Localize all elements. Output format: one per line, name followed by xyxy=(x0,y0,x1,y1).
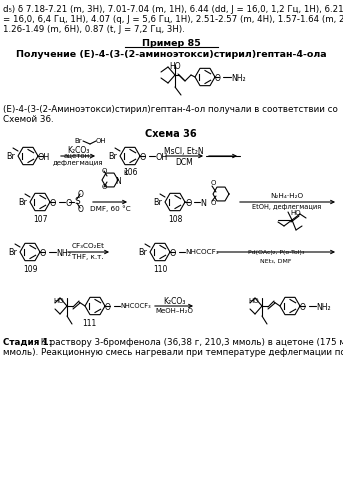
Text: Br: Br xyxy=(18,198,27,207)
Text: 109: 109 xyxy=(23,265,37,274)
Text: DMF, 60 °C: DMF, 60 °C xyxy=(90,205,130,212)
Text: Br: Br xyxy=(153,198,162,207)
Text: Br: Br xyxy=(108,152,117,161)
Text: O: O xyxy=(102,184,107,190)
Text: NEt₃, DMF: NEt₃, DMF xyxy=(260,259,292,264)
Text: O: O xyxy=(215,74,221,83)
Text: K₂CO₃: K₂CO₃ xyxy=(67,146,89,155)
Text: 111: 111 xyxy=(82,319,96,328)
Text: = 16,0, 6,4 Гц, 1H), 4.07 (q, J = 5,6 Гц, 1H), 2.51-2.57 (m, 4H), 1.57-1.64 (m, : = 16,0, 6,4 Гц, 1H), 4.07 (q, J = 5,6 Гц… xyxy=(3,15,343,24)
Text: O: O xyxy=(185,199,191,208)
Text: K: K xyxy=(123,170,128,176)
Text: OH: OH xyxy=(38,153,50,162)
Text: 1.26-1.49 (m, 6H), 0.87 (t, J = 7,2 Гц, 3H).: 1.26-1.49 (m, 6H), 0.87 (t, J = 7,2 Гц, … xyxy=(3,25,185,34)
Text: HO: HO xyxy=(169,62,181,71)
Text: O: O xyxy=(40,249,46,258)
Text: O: O xyxy=(102,168,107,174)
Text: Br: Br xyxy=(138,248,147,257)
Text: N: N xyxy=(200,199,206,208)
Text: O: O xyxy=(105,303,111,312)
Text: 108: 108 xyxy=(168,215,182,224)
Text: 107: 107 xyxy=(33,215,47,224)
Text: NH₂: NH₂ xyxy=(316,303,331,312)
Text: Br: Br xyxy=(6,152,15,161)
Text: O: O xyxy=(78,190,84,199)
Text: NH₂: NH₂ xyxy=(231,74,246,83)
Text: O: O xyxy=(170,249,176,258)
Text: Br: Br xyxy=(8,248,17,257)
Text: HO: HO xyxy=(53,298,63,304)
Text: Br: Br xyxy=(74,138,82,144)
Text: O: O xyxy=(211,180,216,186)
Text: NH₂: NH₂ xyxy=(56,249,71,258)
Text: Стадия 1:: Стадия 1: xyxy=(3,338,52,347)
Text: OH: OH xyxy=(155,153,167,162)
Text: ммоль). Реакционную смесь нагревали при температуре дефлегмации под: ммоль). Реакционную смесь нагревали при … xyxy=(3,348,343,357)
Text: O: O xyxy=(140,153,146,162)
Text: N: N xyxy=(115,177,121,186)
Text: d₅) δ 7.18-7.21 (m, 3H), 7.01-7.04 (m, 1H), 6.44 (dd, J = 16,0, 1,2 Гц, 1H), 6.2: d₅) δ 7.18-7.21 (m, 3H), 7.01-7.04 (m, 1… xyxy=(3,5,343,14)
Text: OH: OH xyxy=(96,138,107,144)
Text: DCM: DCM xyxy=(175,158,193,167)
Text: O: O xyxy=(50,199,56,208)
Text: К раствору 3-бромфенола (36,38 г, 210,3 ммоль) в ацетоне (175 мл) добавляли K₂CO: К раствору 3-бромфенола (36,38 г, 210,3 … xyxy=(38,338,343,347)
Text: Pd(OAc)₂, P(o-Tol)₃: Pd(OAc)₂, P(o-Tol)₃ xyxy=(248,250,304,255)
Text: MsCl, Et₂N: MsCl, Et₂N xyxy=(164,147,204,156)
Text: ацетон,: ацетон, xyxy=(64,153,92,159)
Text: EtOH, дефлегмация: EtOH, дефлегмация xyxy=(252,204,322,210)
Text: O: O xyxy=(65,199,71,208)
Text: Схемой 36.: Схемой 36. xyxy=(3,115,54,124)
Text: NHCOCF₃: NHCOCF₃ xyxy=(185,249,218,255)
Text: Получение (E)-4-(3-(2-аминоэтокси)стирил)гептан-4-ола: Получение (E)-4-(3-(2-аминоэтокси)стирил… xyxy=(16,50,326,59)
Text: MeOH–H₂O: MeOH–H₂O xyxy=(155,308,193,314)
Text: 110: 110 xyxy=(153,265,167,274)
Text: O: O xyxy=(211,200,216,206)
Text: CF₃CO₂Et: CF₃CO₂Et xyxy=(71,243,105,249)
Text: THF, к.т.: THF, к.т. xyxy=(72,254,104,260)
Text: Пример 85: Пример 85 xyxy=(142,39,200,48)
Text: N₂H₄·H₂O: N₂H₄·H₂O xyxy=(270,193,304,199)
Text: дефлегмация: дефлегмация xyxy=(53,160,103,166)
Text: HO: HO xyxy=(290,210,300,216)
Text: O: O xyxy=(300,303,306,312)
Text: (E)-4-(3-(2-Аминоэтокси)стирил)гептан-4-ол получали в соответствии со: (E)-4-(3-(2-Аминоэтокси)стирил)гептан-4-… xyxy=(3,105,338,114)
Text: K₂CO₃: K₂CO₃ xyxy=(163,297,185,306)
Text: S: S xyxy=(74,197,80,206)
Text: HO: HO xyxy=(248,298,259,304)
Text: NHCOCF₃: NHCOCF₃ xyxy=(120,303,151,309)
Text: O: O xyxy=(78,205,84,214)
Text: 106: 106 xyxy=(123,168,137,177)
Text: Схема 36: Схема 36 xyxy=(145,129,197,139)
